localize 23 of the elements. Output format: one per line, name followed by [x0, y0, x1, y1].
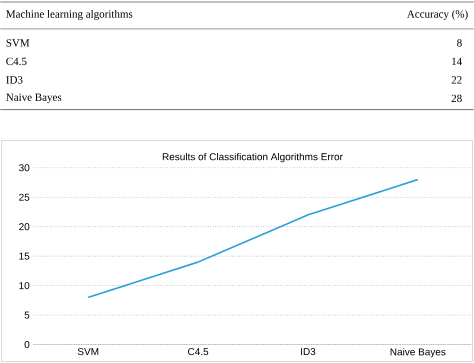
- chart-title: Results of Classification Algorithms Error: [162, 153, 343, 162]
- y-tick-label: 0: [24, 341, 30, 348]
- category-label: C4.5: [6, 58, 26, 66]
- text: 22: [452, 76, 462, 84]
- text: 14: [452, 58, 462, 66]
- line-series: [87, 179, 419, 298]
- text: 28: [452, 94, 462, 102]
- category-label: ID3: [6, 76, 22, 84]
- y-tick-label: 25: [19, 194, 30, 202]
- x-tick-label: SVM: [78, 348, 98, 356]
- x-tick-label: Naive Bayes: [390, 348, 446, 358]
- x-tick-label: ID3: [301, 348, 316, 356]
- text: 8: [457, 39, 462, 47]
- y-tick-label: 20: [19, 223, 30, 230]
- category-label: SVM: [6, 39, 30, 47]
- y-tick-label: 30: [19, 164, 30, 172]
- text: Machine learning algorithms: [6, 10, 132, 20]
- category-label: Naive Bayes: [6, 94, 62, 104]
- y-tick-label: 15: [19, 252, 30, 260]
- y-tick-label: 10: [19, 282, 30, 290]
- text: Accuracy (%): [406, 10, 468, 20]
- y-tick-label: 5: [24, 312, 30, 319]
- x-tick-label: C4.5: [188, 348, 208, 356]
